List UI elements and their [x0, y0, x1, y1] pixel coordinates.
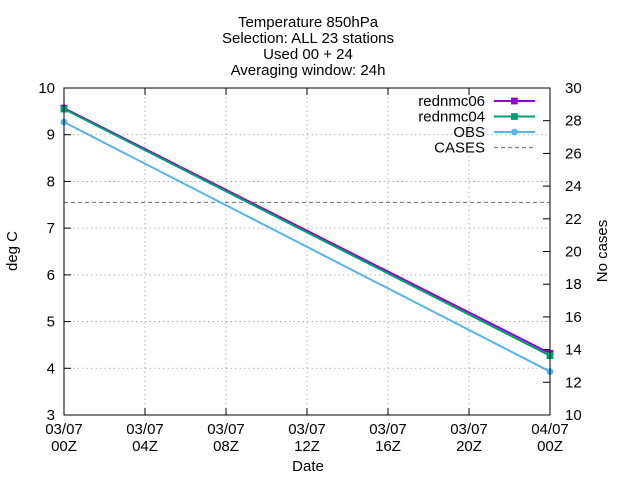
y-tick-label: 5 — [47, 314, 55, 331]
legend-marker — [511, 97, 518, 105]
y-tick-labels: 3 4 5 6 7 8 9 10 — [38, 80, 55, 424]
y-tick-label: 7 — [47, 220, 55, 237]
y-tick-label: 6 — [47, 267, 55, 284]
y-tick-label: 10 — [38, 80, 55, 97]
x-tick-hour-label: 08Z — [213, 438, 239, 455]
y2-tick-label: 20 — [565, 244, 582, 261]
x-tick-date-label: 04/07 — [531, 421, 569, 438]
x-tick-hour-label: 20Z — [456, 438, 482, 455]
series-line-rednmc04 — [63, 108, 551, 357]
y2-axis-title: No cases — [594, 220, 611, 283]
title-line: Temperature 850hPa — [238, 14, 379, 31]
series-line-rednmc06 — [63, 107, 551, 355]
y-tick-label: 4 — [47, 360, 55, 377]
legend-label: OBS — [453, 124, 485, 141]
y2-tick-label: 28 — [565, 113, 582, 130]
legend-label: rednmc04 — [418, 109, 485, 126]
x-tick-hour-label: 04Z — [132, 438, 158, 455]
x-tick-date-label: 03/07 — [450, 421, 488, 438]
y-tick-label: 9 — [47, 127, 55, 144]
y2-tick-label: 12 — [565, 374, 582, 391]
x-tick-hour-label: 00Z — [51, 438, 77, 455]
y2-tick-labels: 10 12 14 16 18 20 22 24 26 28 30 — [565, 80, 582, 424]
x-tick-date-label: 03/07 — [126, 421, 164, 438]
x-tick-date-label: 03/07 — [288, 421, 326, 438]
grid — [64, 88, 550, 415]
y2-tick-label: 24 — [565, 178, 582, 195]
legend-label: rednmc06 — [418, 93, 485, 110]
y2-tick-label: 26 — [565, 145, 582, 162]
title-line: Averaging window: 24h — [231, 62, 386, 79]
x-tick-date-label: 03/07 — [45, 421, 83, 438]
y2-tick-label: 18 — [565, 276, 582, 293]
x-tick-hour-label: 00Z — [537, 438, 563, 455]
y-tick-label: 8 — [47, 173, 55, 190]
x-tick-hour-label: 12Z — [294, 438, 320, 455]
y-tick-label: 3 — [47, 407, 55, 424]
x-tick-hour-label: 16Z — [375, 438, 401, 455]
y2-tick-label: 22 — [565, 211, 582, 228]
axis-ticks — [63, 87, 551, 416]
x-tick-date-label: 03/07 — [369, 421, 407, 438]
title-line: Used 00 + 24 — [263, 46, 353, 63]
y2-tick-label: 14 — [565, 342, 582, 359]
x-tick-labels: 03/0700Z03/0704Z03/0708Z03/0712Z03/0716Z… — [45, 421, 569, 455]
y-axis-title: deg C — [4, 231, 21, 271]
legend-marker — [511, 128, 518, 136]
legend-marker — [511, 113, 518, 120]
y2-tick-label: 10 — [565, 407, 582, 424]
y2-tick-label: 16 — [565, 309, 582, 326]
x-tick-date-label: 03/07 — [207, 421, 245, 438]
x-axis-title: Date — [292, 458, 324, 475]
y2-tick-label: 30 — [565, 80, 582, 97]
legend-label: CASES — [434, 140, 485, 157]
series-line-obs — [63, 121, 551, 373]
title-line: Selection: ALL 23 stations — [222, 30, 394, 47]
